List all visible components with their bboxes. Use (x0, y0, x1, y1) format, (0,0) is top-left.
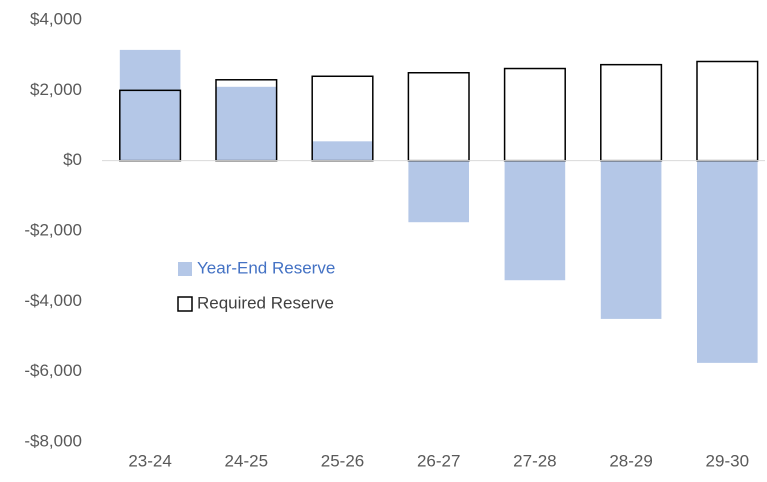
x-tick-label: 26-27 (417, 451, 460, 470)
y-tick-label: -$6,000 (24, 361, 82, 380)
legend-swatch (177, 296, 193, 312)
bar (408, 160, 470, 223)
bar (600, 63, 663, 162)
y-tick-label: $4,000 (30, 9, 82, 28)
bar (312, 141, 373, 161)
x-tick-label: 25-26 (321, 451, 364, 470)
y-tick-label: $2,000 (30, 80, 82, 99)
bar (696, 160, 758, 363)
bar (600, 160, 662, 319)
legend-label: Required Reserve (197, 293, 334, 312)
y-tick-label: -$8,000 (24, 431, 82, 450)
bar (504, 160, 566, 281)
legend-label: Year-End Reserve (197, 258, 335, 277)
x-tick-label: 28-29 (609, 451, 652, 470)
bar (119, 49, 181, 161)
x-tick-label: 23-24 (128, 451, 171, 470)
x-tick-label: 24-25 (225, 451, 268, 470)
legend-swatch (178, 262, 192, 276)
bar (215, 86, 277, 161)
y-tick-label: -$2,000 (24, 220, 82, 239)
bar (407, 72, 470, 162)
x-tick-label: 27-28 (513, 451, 556, 470)
y-tick-label: $0 (63, 150, 82, 169)
y-tick-label: -$4,000 (24, 291, 82, 310)
bar (696, 60, 759, 162)
bar (503, 67, 566, 162)
x-tick-label: 29-30 (706, 451, 749, 470)
